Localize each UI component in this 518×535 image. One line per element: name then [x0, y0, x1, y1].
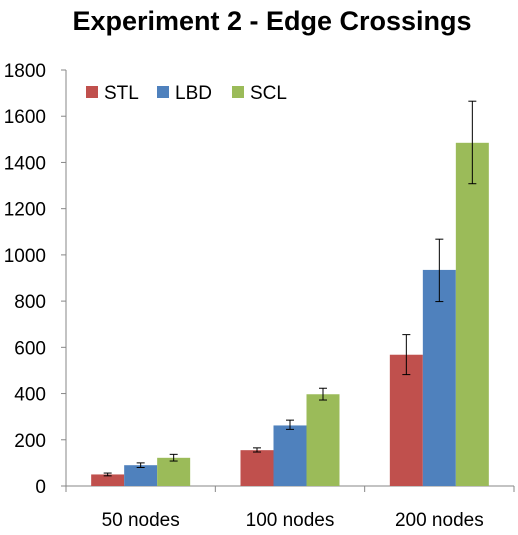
bar	[422, 269, 456, 486]
bar	[273, 425, 307, 486]
bar	[91, 474, 125, 486]
bar	[389, 354, 423, 486]
y-tick-label: 400	[14, 385, 46, 406]
y-axis: 0 200 400 600 800 1000 1200 1400 1600 1800	[4, 61, 67, 498]
y-tick-label: 1000	[4, 246, 46, 267]
y-tick-label: 1400	[4, 153, 46, 174]
legend: STL LBD SCL	[86, 83, 287, 104]
legend-label: LBD	[175, 83, 212, 104]
x-axis: 50 nodes 100 nodes 200 nodes	[65, 485, 515, 531]
y-tick-label: 200	[14, 431, 46, 452]
x-category-label: 50 nodes	[102, 510, 180, 531]
y-tick-label: 600	[14, 338, 46, 359]
bar	[240, 450, 274, 486]
y-tick-label: 800	[14, 292, 46, 313]
bar	[124, 465, 158, 486]
legend-swatch	[232, 86, 244, 98]
chart-title: Experiment 2 - Edge Crossings	[72, 6, 472, 36]
legend-label: SCL	[250, 83, 287, 104]
y-tick-label: 1600	[4, 107, 46, 128]
bar	[157, 457, 191, 486]
y-tick-label: 1200	[4, 200, 46, 221]
bar	[306, 394, 340, 486]
y-tick-label: 1800	[4, 61, 46, 82]
legend-swatch	[157, 86, 169, 98]
legend-label: STL	[104, 83, 139, 104]
y-tick-label: 0	[35, 477, 46, 498]
x-category-label: 100 nodes	[246, 510, 335, 531]
legend-swatch	[86, 86, 98, 98]
bars	[91, 142, 489, 487]
error-bars	[103, 100, 477, 477]
bar	[455, 142, 489, 487]
x-category-label: 200 nodes	[395, 510, 484, 531]
